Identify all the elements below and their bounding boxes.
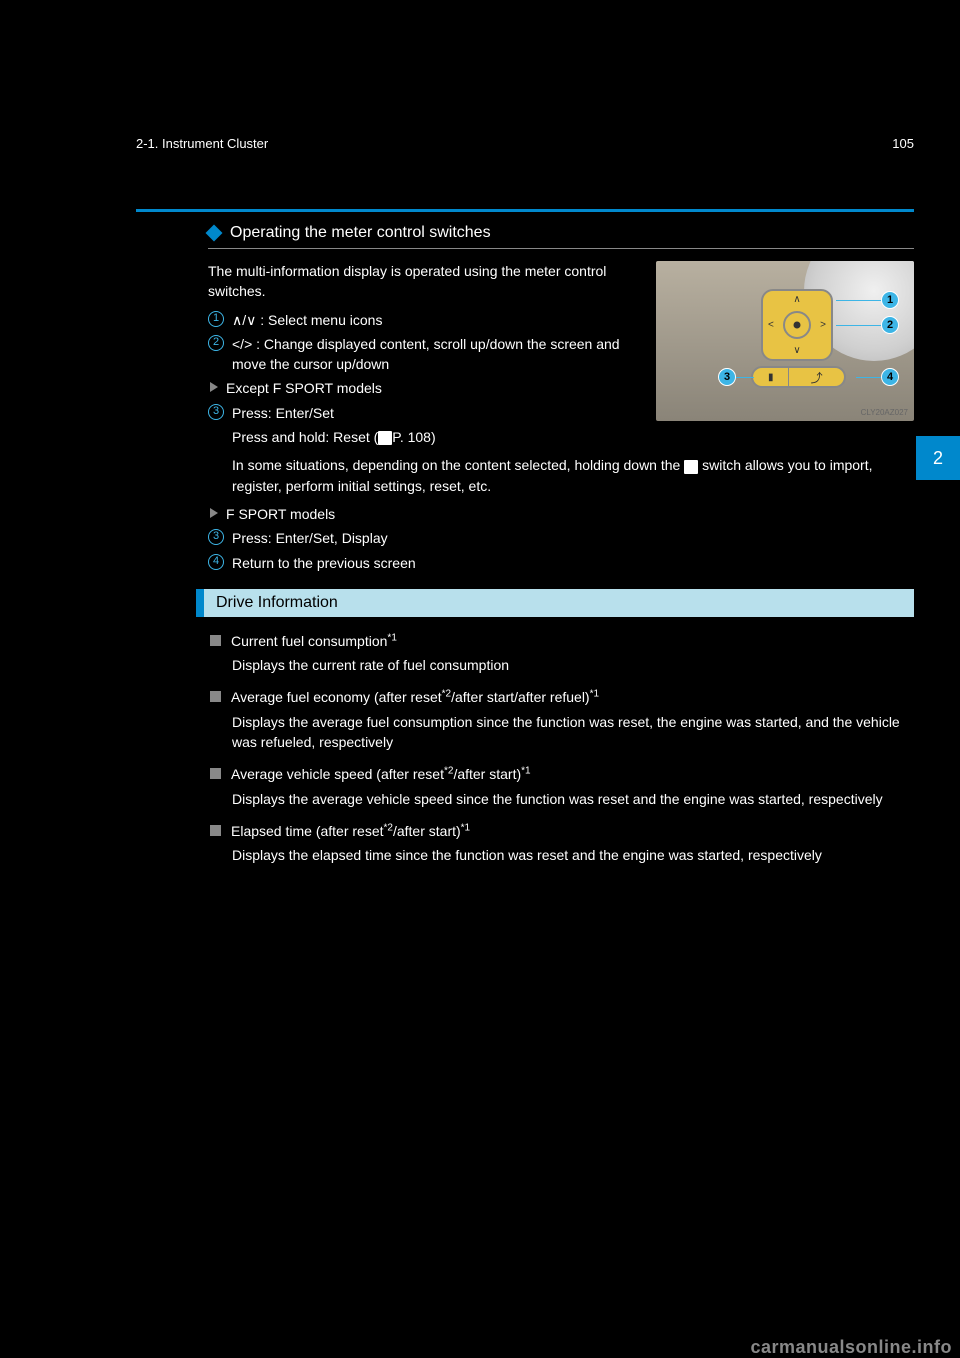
blue-rule (136, 209, 914, 212)
dpad-right-icon: > (820, 320, 826, 331)
book-button-icon: ▮ (753, 368, 789, 386)
numbered-item-1: 1 ∧/∨ : Select menu icons (208, 310, 640, 330)
diamond-heading-text: Operating the meter control switches (230, 224, 491, 242)
circle-num-4: 4 (208, 554, 224, 570)
dpad-dot-icon (794, 322, 801, 329)
desc-4: Displays the elapsed time since the func… (232, 845, 914, 865)
square-item-4: Elapsed time (after reset*2/after start)… (210, 821, 914, 841)
callout-line-1 (836, 300, 881, 301)
callout-4: 4 (881, 368, 899, 386)
steering-diagram: ∧ ∨ < > ▮ ⤴ 1 2 3 4 (656, 261, 914, 421)
square-bullet-1 (210, 635, 221, 646)
numbered-item-2: 2 </> : Change displayed content, scroll… (208, 334, 640, 375)
dpad-center (783, 311, 811, 339)
numbered-item-3b: 3 Press: Enter/Set, Display (208, 528, 914, 548)
bottom-buttons: ▮ ⤴ (751, 366, 846, 388)
square-text-4: Elapsed time (after reset*2/after start)… (231, 821, 914, 841)
dpad-cluster: ∧ ∨ < > (761, 289, 833, 361)
section-path: 2-1. Instrument Cluster (136, 136, 268, 151)
page-content: 2-1. Instrument Cluster 105 Operating th… (136, 136, 914, 878)
side-tab: 2 (916, 436, 960, 480)
note-text: In some situations, depending on the con… (232, 455, 914, 496)
item3a-text: Press: Enter/Set (232, 403, 640, 423)
triangle-item-1: Except F SPORT models (208, 378, 640, 398)
diamond-icon (206, 225, 223, 242)
triangle-item-2: F SPORT models (208, 504, 914, 524)
item2-text: </> : Change displayed content, scroll u… (232, 334, 640, 375)
callout-line-4 (856, 377, 881, 378)
side-tab-number: 2 (933, 448, 943, 469)
item1-text: ∧/∨ : Select menu icons (232, 310, 640, 330)
content-left: The multi-information display is operate… (208, 261, 640, 447)
callout-2: 2 (881, 316, 899, 334)
press-hold-page: P. 108) (392, 429, 435, 445)
square-text-2: Average fuel economy (after reset*2/afte… (231, 687, 914, 707)
tri2-text: F SPORT models (226, 504, 914, 524)
square-item-2: Average fuel economy (after reset*2/afte… (210, 687, 914, 707)
section-bar (196, 589, 204, 617)
callout-line-2 (836, 325, 881, 326)
tri1-text: Except F SPORT models (226, 378, 640, 398)
desc-1: Displays the current rate of fuel consum… (232, 655, 914, 675)
underline-rule (208, 248, 914, 249)
square-text-1: Current fuel consumption*1 (231, 631, 914, 651)
section-header: Drive Information (196, 589, 914, 617)
page-number: 105 (892, 136, 914, 151)
intro-text: The multi-information display is operate… (208, 261, 640, 302)
circle-num-1: 1 (208, 311, 224, 327)
dpad-down-icon: ∨ (793, 345, 800, 356)
callout-1: 1 (881, 291, 899, 309)
circle-num-3b: 3 (208, 529, 224, 545)
book-icon-inline (684, 460, 698, 474)
image-label: CLY20AZ027 (861, 408, 908, 417)
square-text-3: Average vehicle speed (after reset*2/aft… (231, 764, 914, 784)
triangle-icon-2 (210, 508, 218, 518)
desc-2: Displays the average fuel consumption si… (232, 712, 914, 753)
callout-3: 3 (718, 368, 736, 386)
press-hold-text: Press and hold: Reset ( (232, 429, 378, 445)
watermark: carmanualsonline.info (750, 1337, 952, 1358)
square-bullet-3 (210, 768, 221, 779)
item4-text: Return to the previous screen (232, 553, 914, 573)
numbered-item-4: 4 Return to the previous screen (208, 553, 914, 573)
square-item-3: Average vehicle speed (after reset*2/aft… (210, 764, 914, 784)
page-header: 2-1. Instrument Cluster 105 (136, 136, 914, 151)
item3b-text: Press: Enter/Set, Display (232, 528, 914, 548)
callout-line-3 (736, 377, 754, 378)
square-item-1: Current fuel consumption*1 (210, 631, 914, 651)
circle-num-3a: 3 (208, 404, 224, 420)
diamond-heading: Operating the meter control switches (208, 224, 914, 242)
below-items: F SPORT models 3 Press: Enter/Set, Displ… (208, 504, 914, 573)
dpad-left-icon: < (768, 320, 774, 331)
content-row: The multi-information display is operate… (208, 261, 914, 447)
back-button-icon: ⤴ (789, 368, 844, 386)
triangle-icon (210, 382, 218, 392)
dpad-up-icon: ∧ (793, 294, 800, 305)
content-right: ∧ ∨ < > ▮ ⤴ 1 2 3 4 (656, 261, 914, 447)
book-icon (378, 431, 392, 445)
desc-3: Displays the average vehicle speed since… (232, 789, 914, 809)
section-title: Drive Information (204, 589, 914, 617)
square-bullet-4 (210, 825, 221, 836)
circle-num-2: 2 (208, 335, 224, 351)
numbered-item-3a: 3 Press: Enter/Set (208, 403, 640, 423)
square-bullet-2 (210, 691, 221, 702)
